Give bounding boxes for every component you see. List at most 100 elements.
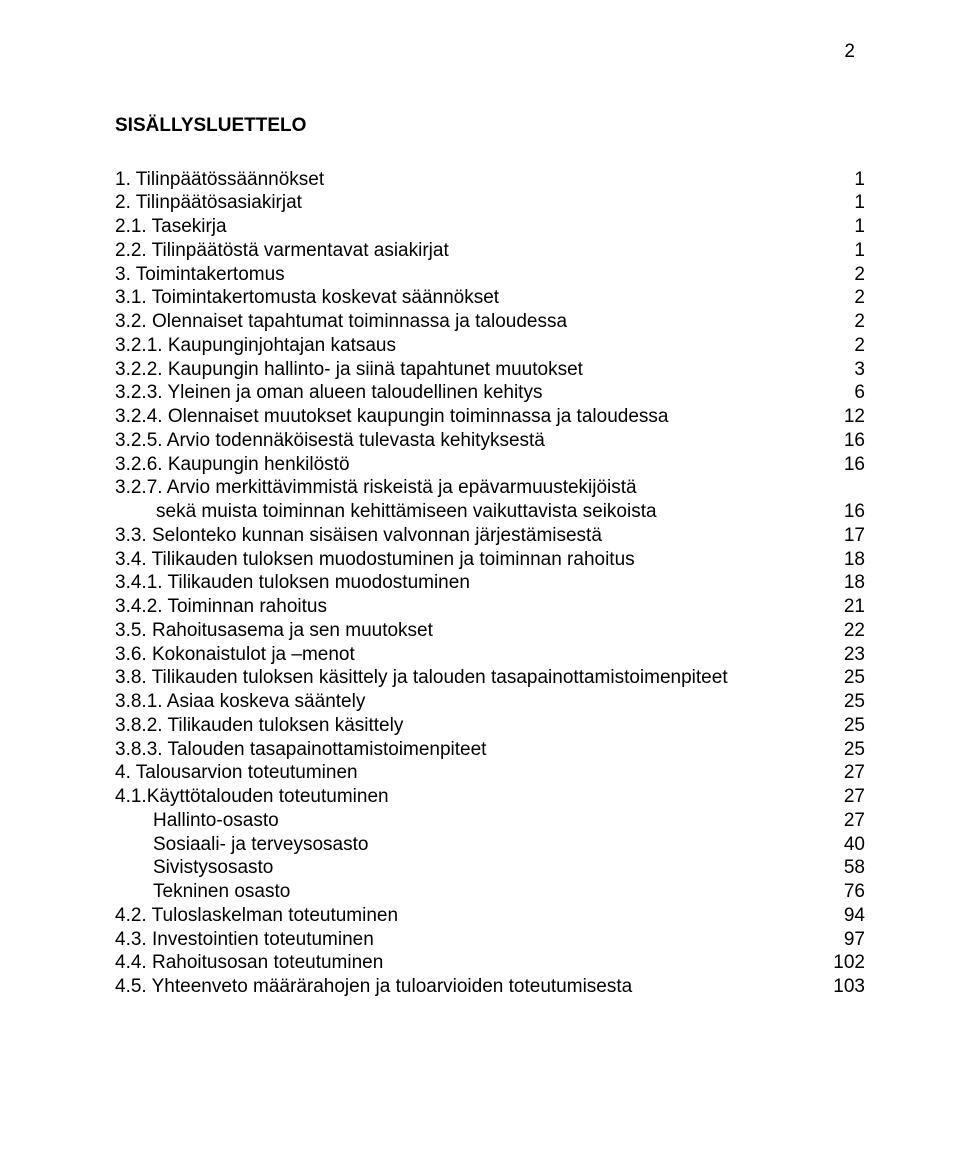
toc-row: 3.1. Toimintakertomusta koskevat säännök… <box>115 286 865 310</box>
toc-row: 3.2.3. Yleinen ja oman alueen taloudelli… <box>115 381 865 405</box>
toc-page: 1 <box>805 239 865 263</box>
toc-page: 16 <box>805 500 865 524</box>
toc-row: 3.2.1. Kaupunginjohtajan katsaus2 <box>115 334 865 358</box>
toc-row: 3.4.1. Tilikauden tuloksen muodostuminen… <box>115 571 865 595</box>
toc-page: 16 <box>805 453 865 477</box>
table-of-contents: 1. Tilinpäätössäännökset12. Tilinpäätösa… <box>115 168 865 999</box>
toc-label: 4. Talousarvion toteutuminen <box>115 761 805 785</box>
toc-page: 12 <box>805 405 865 429</box>
toc-row: 4.2. Tuloslaskelman toteutuminen94 <box>115 904 865 928</box>
toc-label: 3.2.4. Olennaiset muutokset kaupungin to… <box>115 405 805 429</box>
toc-label: 2. Tilinpäätösasiakirjat <box>115 191 805 215</box>
toc-row: 3.2. Olennaiset tapahtumat toiminnassa j… <box>115 310 865 334</box>
toc-label: 1. Tilinpäätössäännökset <box>115 168 805 192</box>
toc-row: 3.6. Kokonaistulot ja –menot23 <box>115 643 865 667</box>
toc-label: 3.2.2. Kaupungin hallinto- ja siinä tapa… <box>115 358 805 382</box>
toc-label: 3.2.1. Kaupunginjohtajan katsaus <box>115 334 805 358</box>
toc-page: 17 <box>805 524 865 548</box>
toc-page: 25 <box>805 738 865 762</box>
toc-label: 3. Toimintakertomus <box>115 263 805 287</box>
toc-row: 3.5. Rahoitusasema ja sen muutokset22 <box>115 619 865 643</box>
toc-label: 3.2.3. Yleinen ja oman alueen taloudelli… <box>115 381 805 405</box>
toc-page: 1 <box>805 191 865 215</box>
toc-page: 2 <box>805 263 865 287</box>
toc-row: 4.5. Yhteenveto määrärahojen ja tuloarvi… <box>115 975 865 999</box>
toc-page: 18 <box>805 571 865 595</box>
toc-row: 1. Tilinpäätössäännökset1 <box>115 168 865 192</box>
toc-row: 2.2. Tilinpäätöstä varmentavat asiakirja… <box>115 239 865 263</box>
toc-page: 102 <box>805 951 865 975</box>
toc-label: Sosiaali- ja terveysosasto <box>115 833 805 857</box>
toc-row: 3.8.1. Asiaa koskeva sääntely25 <box>115 690 865 714</box>
toc-page: 21 <box>805 595 865 619</box>
toc-row: 3.4.2. Toiminnan rahoitus21 <box>115 595 865 619</box>
toc-page: 27 <box>805 761 865 785</box>
toc-row: Hallinto-osasto27 <box>115 809 865 833</box>
toc-label: 4.1.Käyttötalouden toteutuminen <box>115 785 805 809</box>
toc-label: 4.2. Tuloslaskelman toteutuminen <box>115 904 805 928</box>
toc-label: 3.2.6. Kaupungin henkilöstö <box>115 453 805 477</box>
toc-page: 58 <box>805 856 865 880</box>
toc-label: 3.4.2. Toiminnan rahoitus <box>115 595 805 619</box>
toc-row: 3.8.3. Talouden tasapainottamistoimenpit… <box>115 738 865 762</box>
toc-label: 4.5. Yhteenveto määrärahojen ja tuloarvi… <box>115 975 805 999</box>
toc-label: 3.8.3. Talouden tasapainottamistoimenpit… <box>115 738 805 762</box>
toc-page: 3 <box>805 358 865 382</box>
toc-label: 4.4. Rahoitusosan toteutuminen <box>115 951 805 975</box>
toc-row: Sivistysosasto58 <box>115 856 865 880</box>
toc-row: Tekninen osasto76 <box>115 880 865 904</box>
toc-label: 4.3. Investointien toteutuminen <box>115 928 805 952</box>
toc-page: 76 <box>805 880 865 904</box>
toc-page: 25 <box>805 714 865 738</box>
toc-row: 2.1. Tasekirja1 <box>115 215 865 239</box>
toc-row: 4.1.Käyttötalouden toteutuminen27 <box>115 785 865 809</box>
toc-label: 3.2.7. Arvio merkittävimmistä riskeistä … <box>115 476 805 500</box>
toc-label: 3.6. Kokonaistulot ja –menot <box>115 643 805 667</box>
toc-row: 3.2.6. Kaupungin henkilöstö16 <box>115 453 865 477</box>
toc-page: 97 <box>805 928 865 952</box>
toc-row: 3.8.2. Tilikauden tuloksen käsittely25 <box>115 714 865 738</box>
toc-page: 2 <box>805 286 865 310</box>
toc-label: 2.1. Tasekirja <box>115 215 805 239</box>
toc-page: 27 <box>805 809 865 833</box>
toc-label: 3.8.2. Tilikauden tuloksen käsittely <box>115 714 805 738</box>
toc-row: 3.2.7. Arvio merkittävimmistä riskeistä … <box>115 476 865 500</box>
toc-label: Sivistysosasto <box>115 856 805 880</box>
toc-page: 25 <box>805 666 865 690</box>
toc-label: 2.2. Tilinpäätöstä varmentavat asiakirja… <box>115 239 805 263</box>
toc-label: 3.8.1. Asiaa koskeva sääntely <box>115 690 805 714</box>
toc-page: 16 <box>805 429 865 453</box>
toc-page: 23 <box>805 643 865 667</box>
toc-page: 1 <box>805 168 865 192</box>
toc-row: 3.8. Tilikauden tuloksen käsittely ja ta… <box>115 666 865 690</box>
toc-page: 94 <box>805 904 865 928</box>
toc-page: 22 <box>805 619 865 643</box>
toc-page: 2 <box>805 310 865 334</box>
toc-label: Hallinto-osasto <box>115 809 805 833</box>
toc-page: 40 <box>805 833 865 857</box>
toc-label: 3.5. Rahoitusasema ja sen muutokset <box>115 619 805 643</box>
page-number: 2 <box>115 40 865 64</box>
toc-row: 4. Talousarvion toteutuminen27 <box>115 761 865 785</box>
toc-label: 3.2.5. Arvio todennäköisestä tulevasta k… <box>115 429 805 453</box>
toc-page: 1 <box>805 215 865 239</box>
toc-page: 6 <box>805 381 865 405</box>
toc-page: 2 <box>805 334 865 358</box>
toc-row: Sosiaali- ja terveysosasto40 <box>115 833 865 857</box>
toc-label: 3.8. Tilikauden tuloksen käsittely ja ta… <box>115 666 805 690</box>
toc-row: 3.2.4. Olennaiset muutokset kaupungin to… <box>115 405 865 429</box>
toc-row: 3.2.2. Kaupungin hallinto- ja siinä tapa… <box>115 358 865 382</box>
toc-row: 2. Tilinpäätösasiakirjat1 <box>115 191 865 215</box>
toc-page: 25 <box>805 690 865 714</box>
toc-label: sekä muista toiminnan kehittämiseen vaik… <box>115 500 805 524</box>
toc-row: 4.3. Investointien toteutuminen97 <box>115 928 865 952</box>
toc-label: Tekninen osasto <box>115 880 805 904</box>
toc-label: 3.2. Olennaiset tapahtumat toiminnassa j… <box>115 310 805 334</box>
toc-heading: SISÄLLYSLUETTELO <box>115 114 865 138</box>
toc-row: 3.4. Tilikauden tuloksen muodostuminen j… <box>115 548 865 572</box>
toc-row: 3.2.5. Arvio todennäköisestä tulevasta k… <box>115 429 865 453</box>
toc-row: 3. Toimintakertomus2 <box>115 263 865 287</box>
toc-page: 18 <box>805 548 865 572</box>
toc-row: 3.3. Selonteko kunnan sisäisen valvonnan… <box>115 524 865 548</box>
toc-page: 27 <box>805 785 865 809</box>
